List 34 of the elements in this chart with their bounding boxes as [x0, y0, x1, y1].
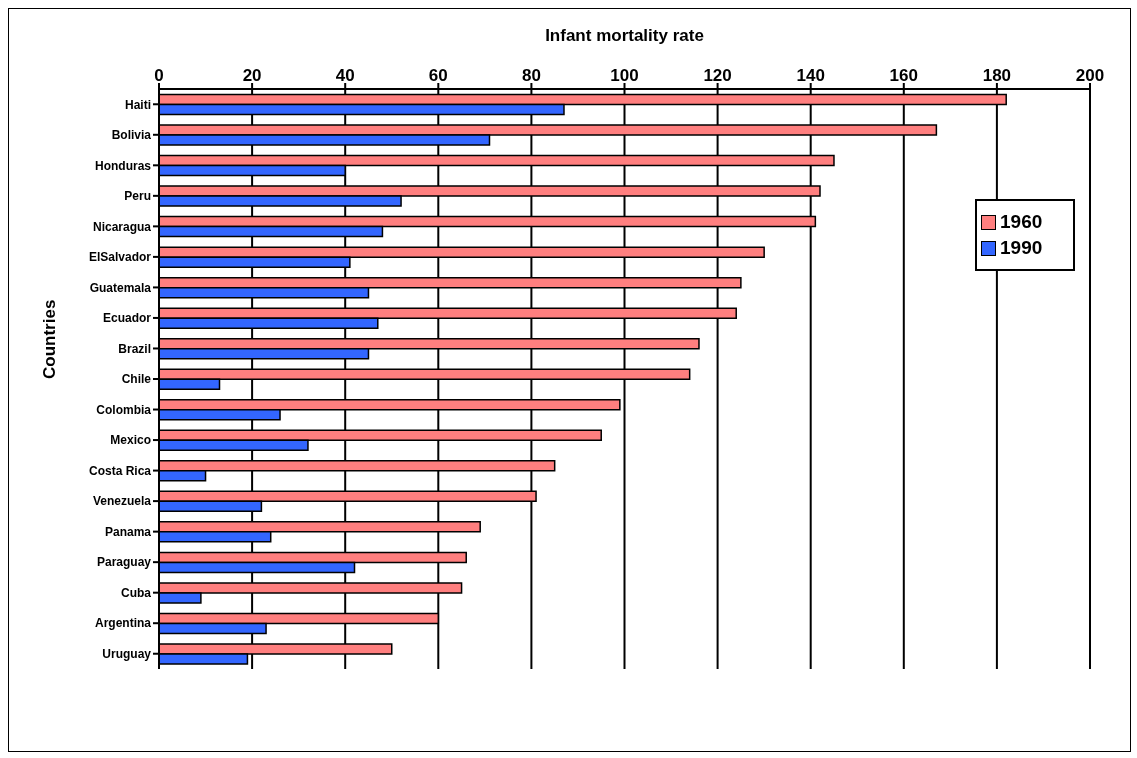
y-tick-label: Bolivia [111, 128, 152, 143]
legend-label: 1990 [999, 237, 1044, 259]
y-tick-label: Argentina [94, 616, 152, 631]
y-tick-label: Paraguay [96, 555, 152, 570]
y-tick-label: Nicaragua [92, 219, 152, 234]
x-tick-label: 200 [1075, 66, 1105, 85]
y-tick-label: Colombia [96, 402, 152, 417]
y-tick-label: Mexico [110, 433, 151, 448]
x-axis-title: Infant mortality rate [545, 26, 704, 46]
y-tick-label: Uruguay [102, 647, 152, 661]
x-tick-label: 40 [335, 66, 355, 85]
y-tick-label: Chile [121, 372, 152, 387]
y-tick-label: Haiti [124, 97, 151, 112]
y-tick-label: Brazil [118, 341, 151, 356]
y-tick-label: Costa Rica [88, 463, 152, 478]
x-tick-label: 140 [796, 66, 825, 85]
y-tick-label: Panama [104, 524, 152, 539]
x-tick-label: 160 [889, 66, 918, 85]
x-tick-label: 100 [610, 66, 639, 85]
y-tick-label: Guatemala [89, 280, 152, 295]
y-tick-label: Cuba [121, 585, 152, 600]
y-tick-label: Peru [124, 189, 151, 204]
legend-label: 1960 [999, 211, 1044, 233]
x-tick-label: 20 [242, 66, 262, 85]
y-axis-title: Countries [40, 299, 60, 379]
y-tick-label: Honduras [94, 158, 152, 173]
y-tick-label: Ecuador [102, 311, 152, 326]
y-tick-label: Venezuela [92, 494, 152, 509]
x-tick-label: 0 [154, 66, 164, 85]
x-tick-label: 80 [521, 66, 541, 85]
y-tick-label: ElSalvador [88, 250, 152, 265]
x-tick-label: 120 [703, 66, 732, 85]
x-tick-label: 180 [982, 66, 1012, 85]
x-tick-label: 60 [428, 66, 448, 85]
